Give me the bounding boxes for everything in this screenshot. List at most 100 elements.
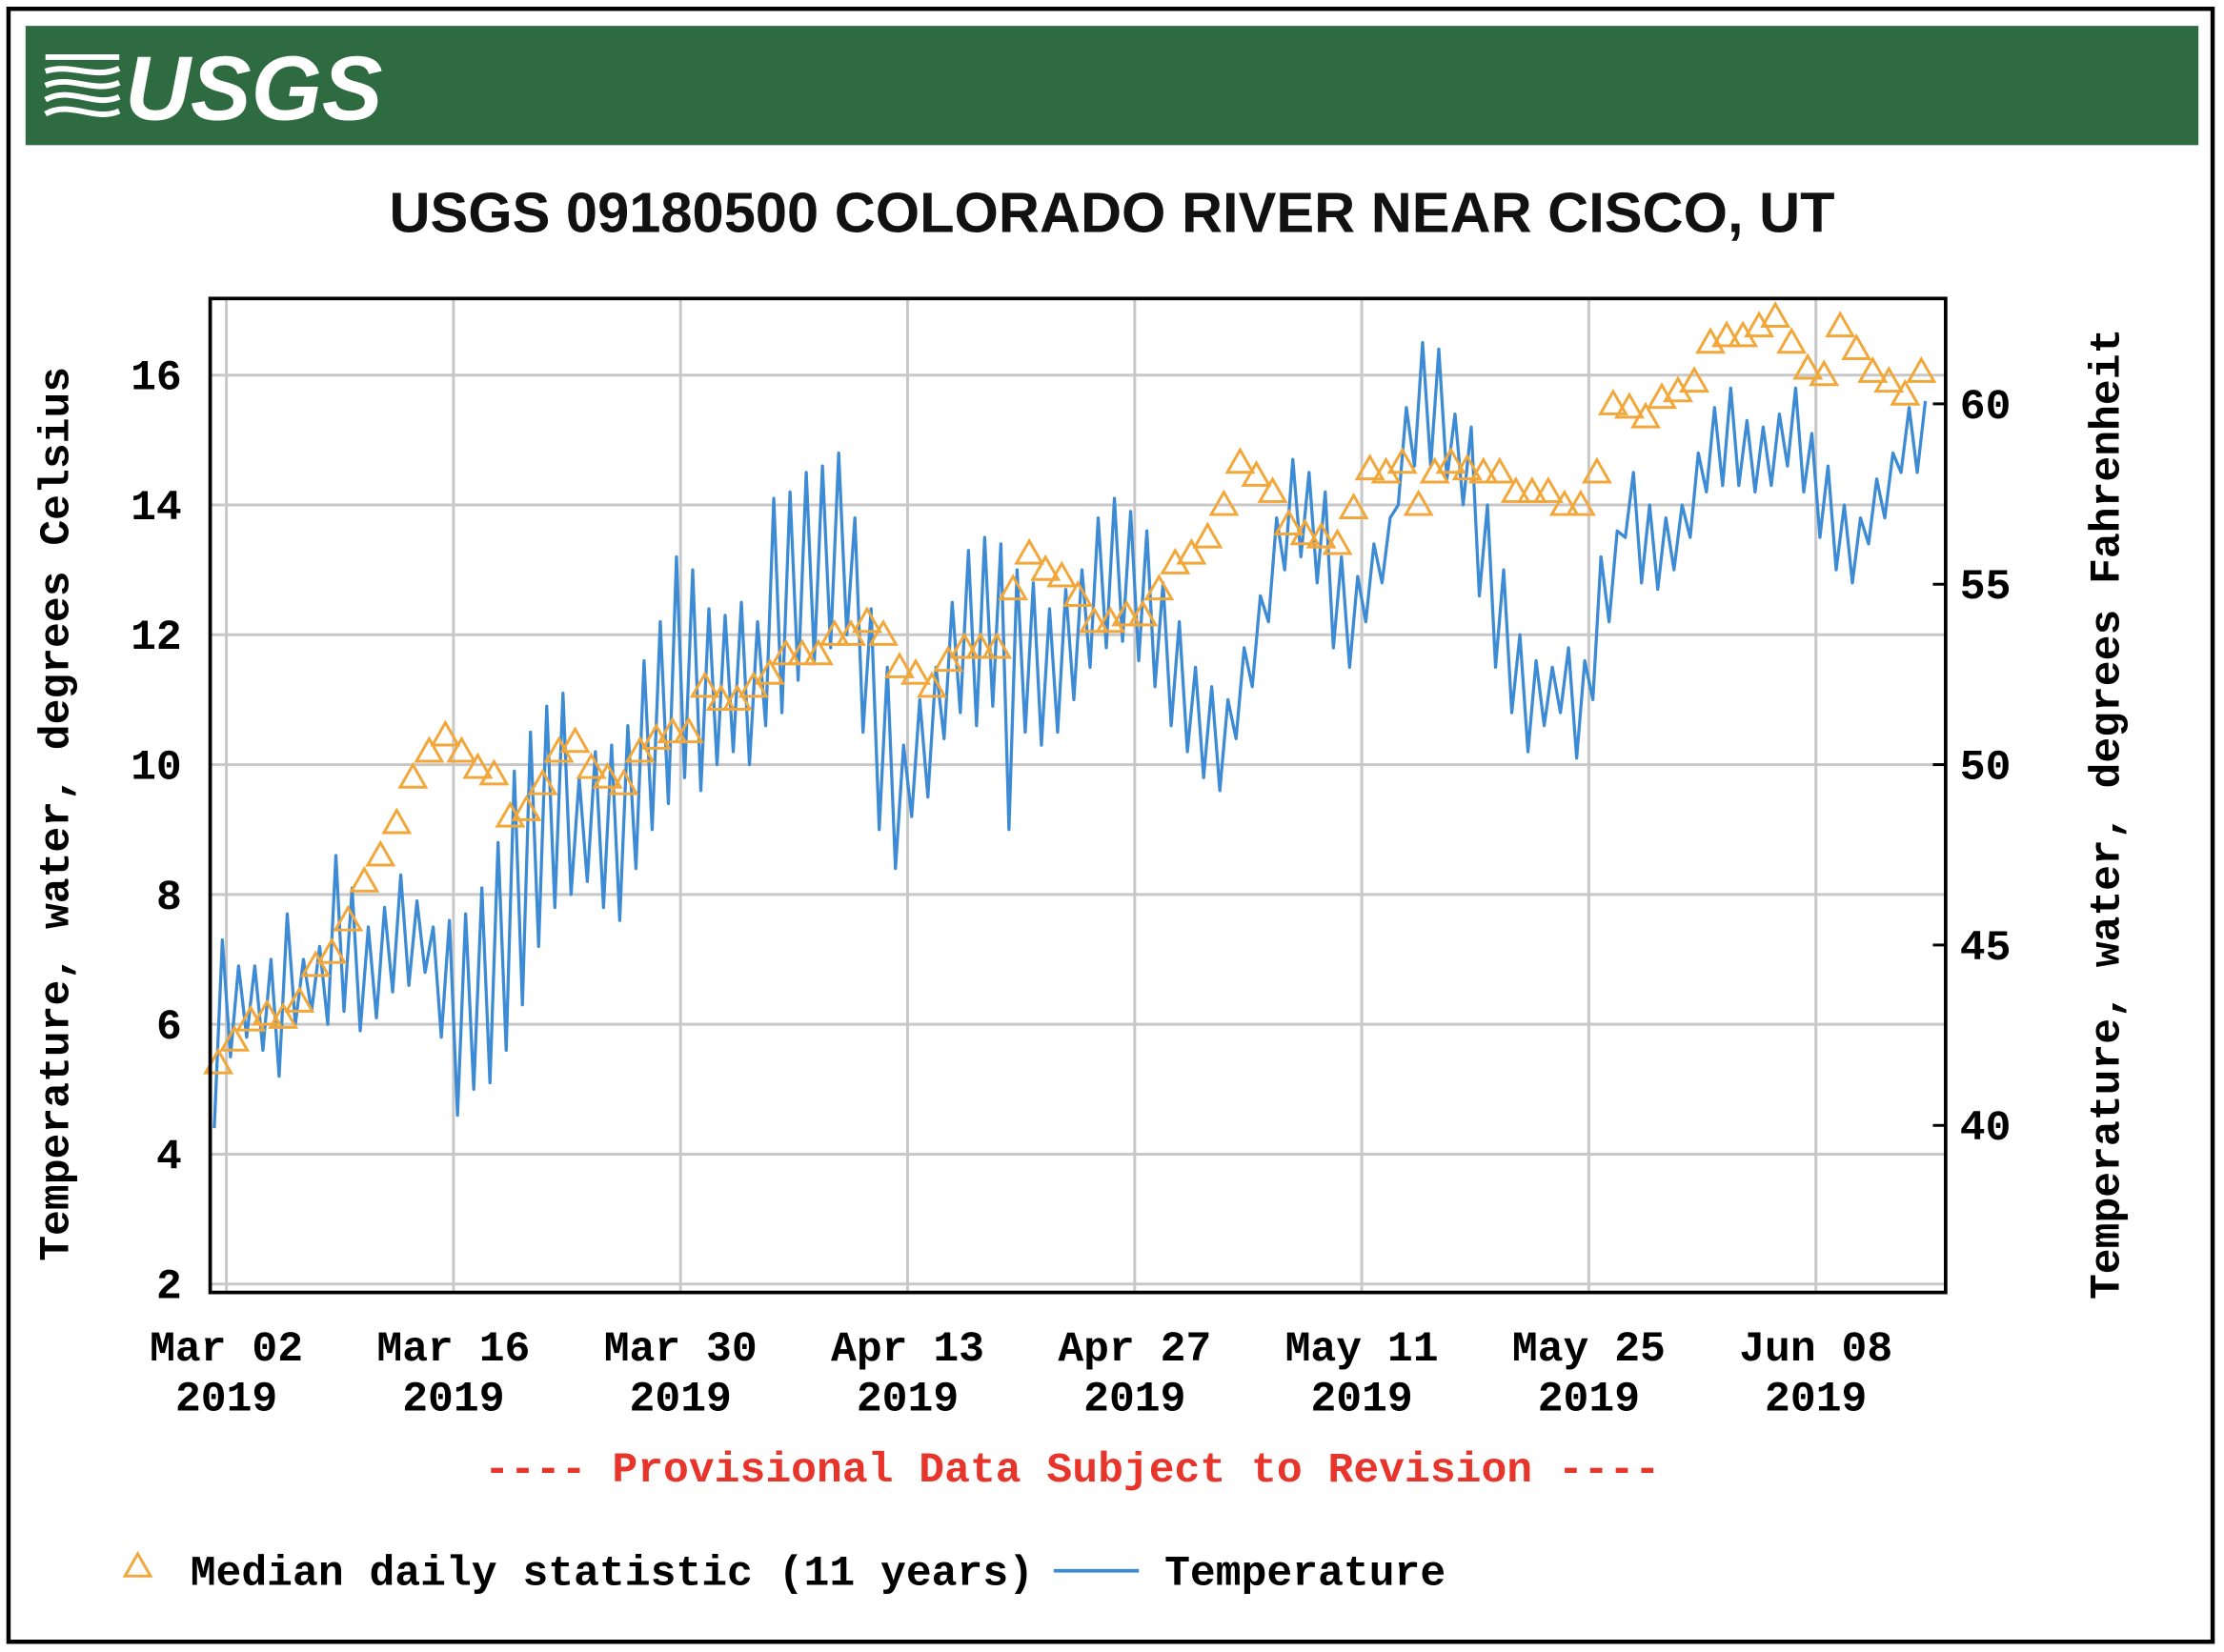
median-marker: [1208, 489, 1240, 516]
median-marker: [1289, 518, 1321, 546]
median-marker: [1046, 560, 1078, 588]
header-band: [25, 26, 2199, 146]
temperature-line: [212, 341, 1928, 1129]
y-axis-label: Temperature, water, degrees Celsius: [34, 367, 82, 1261]
median-marker: [349, 865, 380, 893]
y-tick-label: 6: [156, 1004, 182, 1052]
median-marker: [1825, 311, 1856, 338]
y-tick-label: 10: [131, 744, 182, 792]
y-tick-label: 16: [131, 355, 182, 403]
x-tick-label: Mar 30: [604, 1326, 758, 1374]
median-marker: [949, 632, 981, 659]
y-tick-label: 12: [131, 614, 182, 662]
median-marker: [770, 638, 801, 666]
median-marker: [1809, 359, 1840, 387]
median-marker: [365, 839, 396, 867]
median-marker: [1857, 355, 1889, 383]
median-marker: [1629, 401, 1661, 429]
median-marker: [1160, 547, 1191, 574]
median-marker: [1500, 475, 1531, 503]
median-marker: [333, 904, 364, 932]
median-marker: [592, 761, 623, 789]
median-marker: [478, 758, 510, 786]
y-tick-label: 8: [156, 875, 182, 922]
median-marker: [1467, 456, 1499, 484]
median-marker: [1532, 475, 1564, 503]
median-marker: [1776, 327, 1808, 354]
median-marker: [1224, 447, 1256, 474]
median-marker: [1305, 521, 1337, 549]
median-marker: [689, 671, 720, 698]
x-tick-label: 2019: [1538, 1376, 1640, 1423]
median-marker: [1516, 475, 1547, 503]
median-marker: [624, 735, 656, 763]
median-marker: [1484, 456, 1515, 484]
median-marker: [705, 684, 737, 711]
median-marker: [786, 638, 818, 666]
median-marker: [1014, 537, 1045, 565]
median-marker: [1679, 366, 1710, 393]
x-tick-label: May 11: [1285, 1326, 1439, 1374]
x-tick-label: Jun 08: [1739, 1326, 1892, 1374]
median-marker: [446, 735, 477, 763]
median-marker: [1581, 456, 1612, 484]
x-tick-label: 2019: [630, 1376, 732, 1423]
median-marker: [1597, 388, 1628, 415]
median-marker: [965, 632, 997, 659]
legend-label: Temperature: [1164, 1551, 1446, 1599]
median-marker: [1322, 528, 1353, 555]
median-marker: [414, 735, 445, 763]
median-marker: [1841, 333, 1872, 361]
median-marker: [1273, 509, 1304, 536]
median-marker: [1111, 599, 1142, 627]
median-marker: [917, 671, 948, 698]
median-marker: [1663, 375, 1694, 403]
x-tick-label: Apr 13: [831, 1326, 984, 1374]
y-tick-label: 2: [156, 1264, 182, 1312]
median-marker: [721, 684, 753, 711]
median-marker: [300, 950, 332, 977]
median-marker: [1370, 456, 1402, 484]
median-marker: [738, 671, 769, 698]
median-marker: [1548, 489, 1580, 516]
median-marker: [981, 632, 1013, 659]
median-marker: [543, 735, 575, 763]
median-marker: [1906, 355, 1937, 383]
median-marker: [802, 638, 834, 666]
median-marker: [430, 719, 461, 747]
x-tick-label: 2019: [857, 1376, 959, 1423]
median-marker: [1565, 489, 1596, 516]
x-tick-label: 2019: [175, 1376, 277, 1423]
median-marker: [1435, 447, 1466, 474]
median-marker: [884, 651, 915, 678]
median-marker: [1192, 521, 1223, 549]
median-marker: [754, 657, 785, 685]
median-marker: [316, 937, 348, 964]
logo-text: USGS: [125, 39, 382, 140]
y2-tick-label: 50: [1960, 744, 2012, 792]
y2-tick-label: 60: [1960, 384, 2012, 432]
median-marker: [1890, 378, 1921, 406]
x-tick-label: 2019: [1765, 1376, 1867, 1423]
logo-icon: [44, 53, 121, 118]
median-marker: [835, 618, 866, 646]
median-marker: [1241, 459, 1272, 487]
median-marker: [1338, 492, 1369, 519]
median-marker: [576, 752, 607, 779]
median-marker: [1728, 320, 1759, 348]
median-marker: [284, 985, 315, 1013]
x-tick-label: Mar 02: [150, 1326, 303, 1374]
median-marker: [933, 645, 964, 673]
median-marker: [268, 1001, 299, 1029]
median-marker: [1711, 320, 1743, 348]
median-marker: [511, 794, 542, 821]
median-marker: [1744, 311, 1775, 338]
y2-axis-label: Temperature, water, degrees Fahrenheit: [2085, 329, 2133, 1299]
y2-tick-label: 40: [1960, 1105, 2012, 1153]
median-marker: [900, 657, 931, 685]
median-marker: [1176, 537, 1207, 565]
median-marker: [1354, 453, 1385, 481]
provisional-note: ---- Provisional Data Subject to Revisio…: [484, 1447, 1660, 1495]
legend-label: Median daily statistic (11 years): [191, 1551, 1034, 1599]
